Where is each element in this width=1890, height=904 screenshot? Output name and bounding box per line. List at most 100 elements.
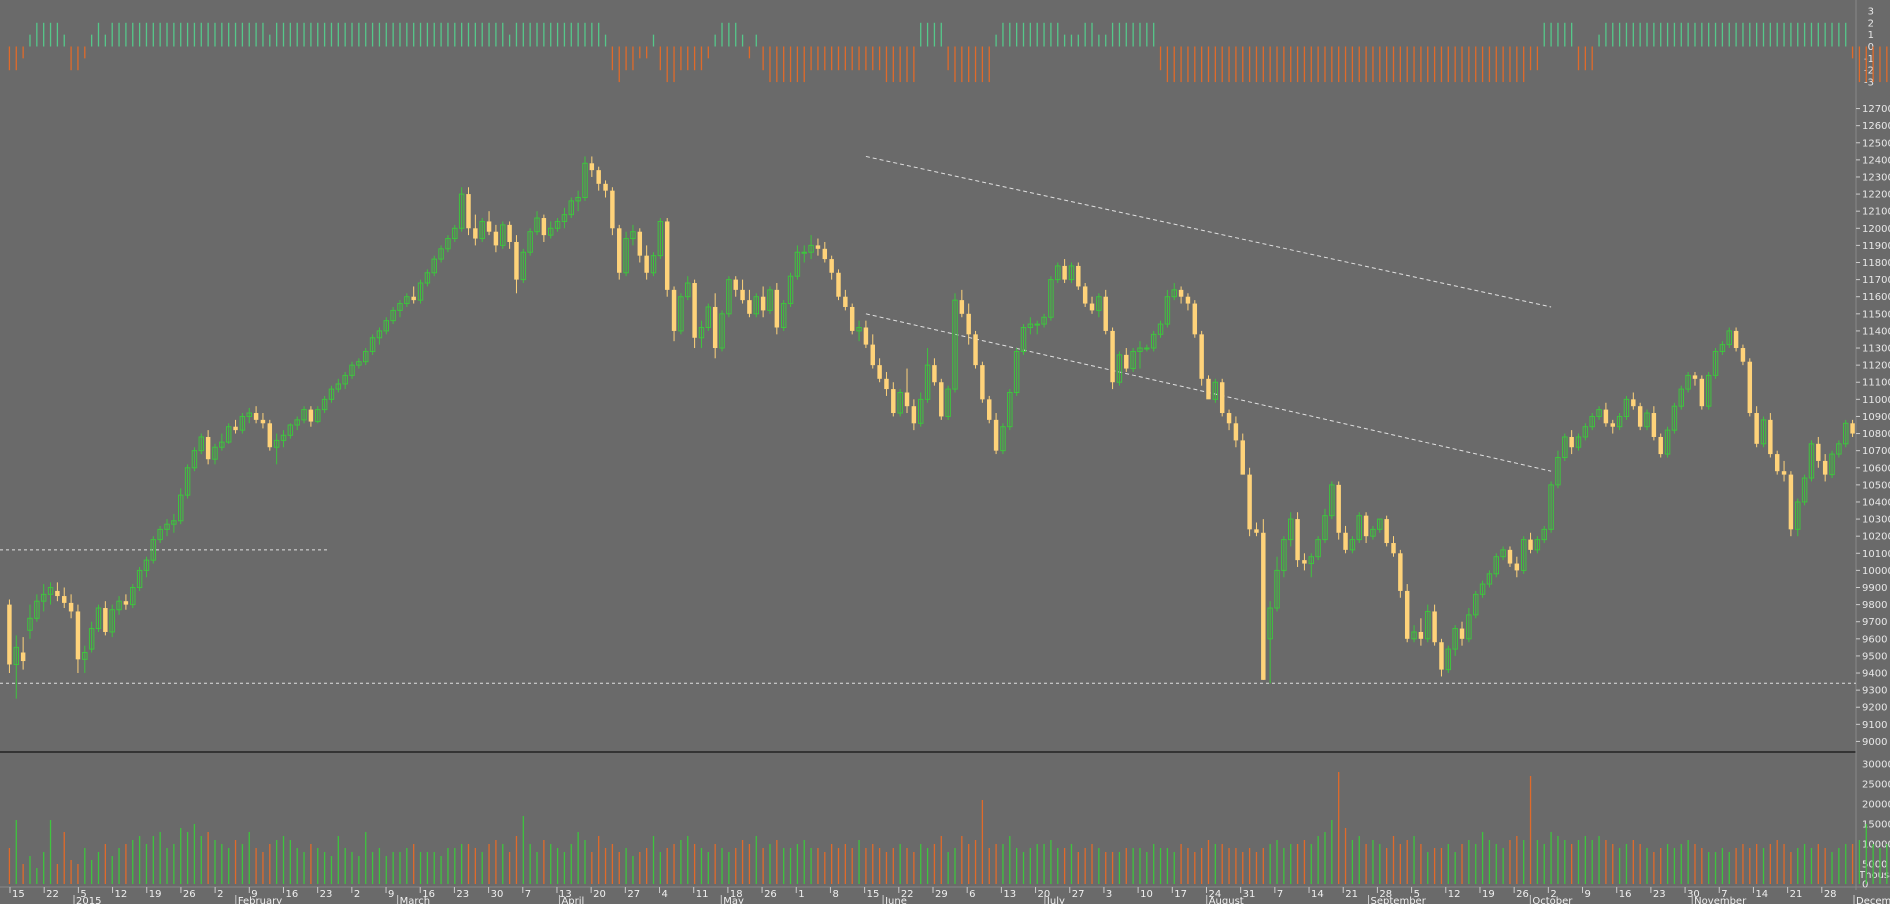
- price-tick-label: 10800: [1862, 429, 1890, 440]
- candle-body: [507, 224, 512, 242]
- candle-body: [1124, 354, 1129, 369]
- candle-body: [637, 231, 643, 256]
- candle-body: [1493, 556, 1500, 575]
- price-tick-label: 9100: [1862, 720, 1887, 731]
- candle-body: [1048, 279, 1054, 318]
- candle-body: [1356, 515, 1362, 541]
- candle-body: [417, 282, 424, 301]
- candle-body: [452, 227, 458, 240]
- candle-body: [932, 365, 937, 383]
- candle-body: [88, 628, 95, 650]
- candle-body: [547, 227, 554, 236]
- candle-body: [787, 275, 794, 305]
- candle-body: [1130, 350, 1136, 370]
- candle-body: [390, 309, 396, 322]
- candle-body: [1644, 412, 1650, 428]
- candle-body: [596, 170, 601, 184]
- date-tick-label: 18: [730, 889, 743, 900]
- candle-body: [273, 439, 280, 448]
- candle-body: [753, 296, 760, 315]
- candle-body: [1377, 518, 1383, 530]
- date-tick-label: 22: [901, 889, 914, 900]
- candle-body: [1486, 573, 1493, 585]
- candle-body: [1192, 303, 1198, 335]
- candle-body: [1541, 528, 1547, 541]
- candle-body: [1020, 327, 1027, 352]
- candle-body: [369, 337, 376, 352]
- candle-body: [733, 279, 738, 290]
- candle-body: [1082, 286, 1088, 304]
- candle-body: [404, 296, 410, 305]
- indicator-tick-label: -1: [1864, 54, 1874, 65]
- candle-body: [130, 587, 136, 606]
- candle-body: [664, 221, 670, 290]
- candle-body: [356, 361, 362, 366]
- candle-body: [1411, 631, 1417, 640]
- candle-body: [445, 238, 451, 250]
- candle-body: [1144, 347, 1150, 350]
- candle-body: [1007, 392, 1013, 428]
- candle-body: [1472, 593, 1479, 616]
- candle-body: [630, 231, 636, 240]
- candle-body: [1384, 519, 1389, 544]
- indicator-tick-label: 0: [1868, 42, 1874, 53]
- candle-body: [1404, 590, 1410, 639]
- date-tick-label: 28: [1824, 889, 1837, 900]
- month-label: July: [1046, 896, 1065, 904]
- price-tick-label: 10300: [1862, 515, 1890, 526]
- date-tick-label: 12: [115, 889, 128, 900]
- candle-body: [1178, 289, 1184, 297]
- date-tick-label: 23: [1653, 889, 1666, 900]
- candle-body: [575, 197, 581, 202]
- date-tick-label: 7: [1721, 889, 1727, 900]
- date-tick-label: 15: [12, 889, 25, 900]
- candle-body: [1254, 529, 1259, 533]
- candle-body: [82, 652, 88, 660]
- price-tick-label: 12400: [1862, 155, 1890, 166]
- candle-body: [328, 388, 335, 400]
- candle-body: [438, 248, 444, 260]
- date-tick-label: 19: [1482, 889, 1495, 900]
- candle-body: [27, 617, 33, 631]
- candle-body: [362, 350, 369, 363]
- price-tick-label: 10700: [1862, 446, 1890, 457]
- candle-body: [219, 441, 225, 448]
- candle-body: [1740, 348, 1746, 362]
- candle-body: [1363, 515, 1369, 537]
- candle-body: [1569, 436, 1574, 448]
- candle-body: [177, 494, 184, 522]
- candle-body: [1733, 330, 1739, 349]
- month-label: April: [561, 896, 584, 904]
- candle-body: [95, 607, 102, 630]
- price-tick-label: 10600: [1862, 463, 1890, 474]
- candle-body: [911, 406, 917, 424]
- volume-tick-label: 5000: [1862, 860, 1887, 871]
- date-tick-label: 21: [1345, 889, 1358, 900]
- candle-body: [1795, 501, 1801, 530]
- candle-body: [897, 392, 903, 414]
- candle-body: [1164, 296, 1171, 325]
- indicator-tick-label: 1: [1868, 30, 1874, 41]
- candle-body: [719, 313, 725, 349]
- candle-body: [1110, 330, 1115, 383]
- candle-body: [1439, 642, 1444, 670]
- price-tick-label: 11400: [1862, 326, 1890, 337]
- price-tick-label: 9300: [1862, 686, 1887, 697]
- candle-body: [1343, 532, 1348, 550]
- candle-body: [657, 220, 664, 257]
- date-tick-label: 26: [1516, 889, 1529, 900]
- candle-body: [959, 300, 965, 314]
- date-tick-label: 23: [456, 889, 469, 900]
- candle-body: [987, 399, 992, 420]
- candle-body: [726, 279, 732, 315]
- candle-body: [1816, 443, 1821, 461]
- date-tick-label: 9: [388, 889, 394, 900]
- candle-body: [843, 296, 848, 307]
- candle-body: [1788, 474, 1794, 530]
- candle-body: [534, 217, 540, 233]
- candle-body: [1267, 607, 1273, 640]
- price-tick-label: 11500: [1862, 309, 1890, 320]
- candle-body: [849, 306, 855, 331]
- candle-body: [321, 398, 328, 411]
- price-tick-label: 11900: [1862, 241, 1890, 252]
